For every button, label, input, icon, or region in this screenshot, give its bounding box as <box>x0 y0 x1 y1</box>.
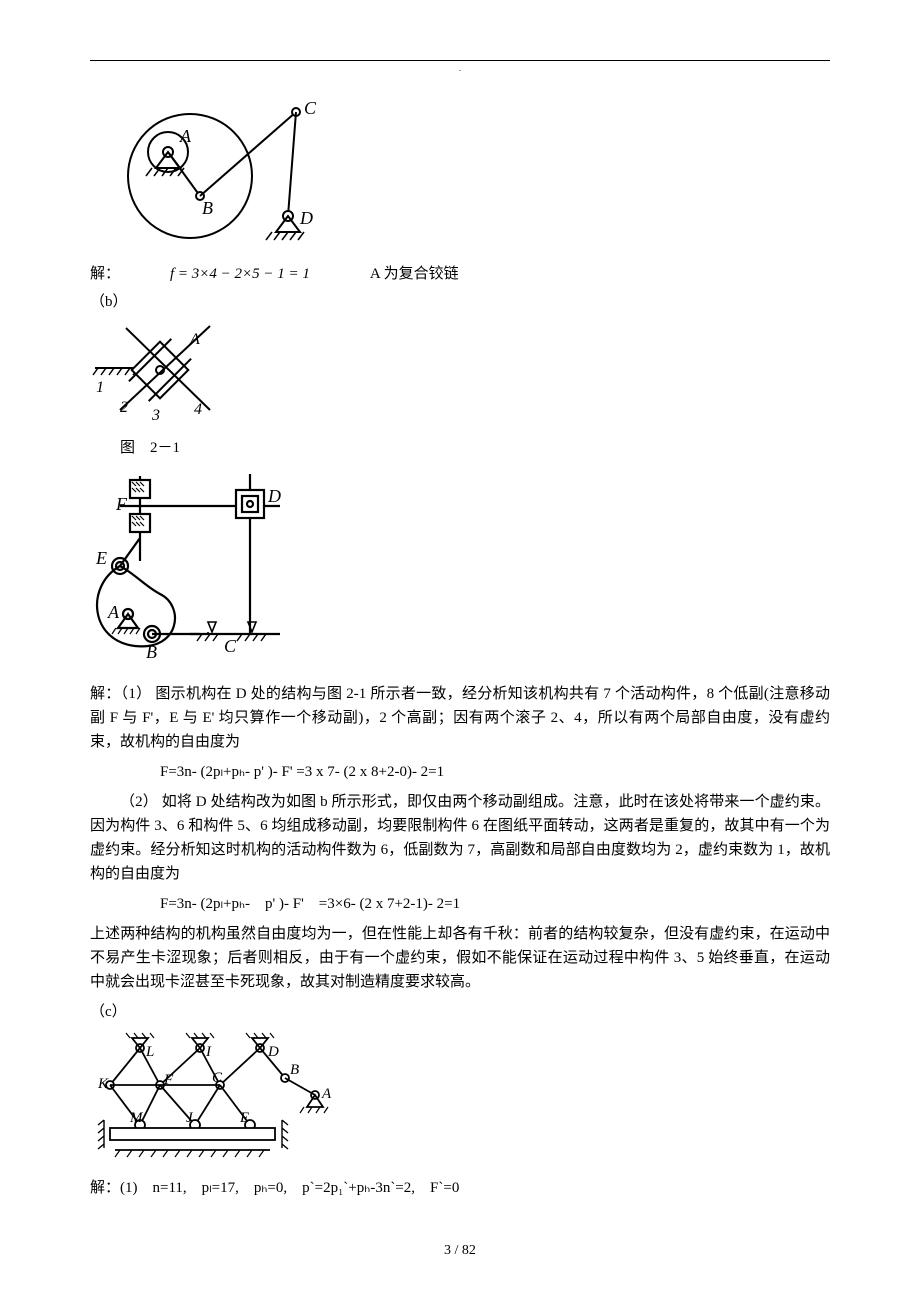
figBig-label-E: E <box>95 548 107 568</box>
para2: （2） 如将 D 处结构改为如图 b 所示形式，即仅由两个移动副组成。注意，此时… <box>90 790 830 886</box>
fig21-label-A: A <box>189 331 200 348</box>
figBig-label-F: F <box>115 494 128 514</box>
para2-text: 如将 D 处结构改为如图 b 所示形式，即仅由两个移动副组成。注意，此时在该处将… <box>90 794 830 882</box>
figC-F: F <box>163 1072 174 1088</box>
figure-big: F E A B C D <box>90 466 830 676</box>
figC-E: E <box>239 1110 249 1126</box>
para1-text: 图示机构在 D 处的结构与图 2-1 所示者一致，经分析知该机构共有 7 个活动… <box>90 686 830 750</box>
solution-a-label: 解： <box>90 262 140 286</box>
fig21-label-4: 4 <box>194 401 202 418</box>
para1: 解：（1） 图示机构在 D 处的结构与图 2-1 所示者一致，经分析知该机构共有… <box>90 682 830 754</box>
figBig-label-A: A <box>107 602 120 622</box>
fig21-label-2: 2 <box>120 399 128 416</box>
figure-2-1: A 1 2 3 4 <box>90 320 830 430</box>
figA-label-C: C <box>304 98 317 118</box>
figC-L: L <box>145 1044 154 1060</box>
figC-D: D <box>267 1044 279 1060</box>
para2-lead: （2） <box>120 794 158 810</box>
label-b: （b） <box>90 290 830 314</box>
figA-label-B: B <box>202 198 213 218</box>
figBig-label-C: C <box>224 636 237 656</box>
solution-a-note: A 为复合铰链 <box>370 262 459 286</box>
fig21-label-1: 1 <box>96 379 104 396</box>
formula2: F=3n- (2pₗ+pₕ- p' )- F' =3×6- (2 x 7+2-1… <box>160 892 830 916</box>
figBig-label-B: B <box>146 642 157 662</box>
figure-c: L I D K F C B A M J E <box>90 1030 830 1170</box>
figA-label-A: A <box>179 126 192 146</box>
figC-I: I <box>205 1044 212 1060</box>
label-c: （c） <box>90 1000 830 1024</box>
formula1: F=3n- (2pₗ+pₕ- p' )- F' =3 x 7- (2 x 8+2… <box>160 760 830 784</box>
figC-K: K <box>97 1076 109 1092</box>
figC-C: C <box>212 1070 223 1086</box>
fig21-label-3: 3 <box>151 407 160 424</box>
figA-label-D: D <box>299 208 313 228</box>
solution-a-formula: f = 3×4 − 2×5 − 1 = 1 <box>170 262 310 286</box>
fig21-caption: 图 2－1 <box>120 436 830 460</box>
header-dot: . <box>90 63 830 76</box>
page-footer: 3 / 82 <box>90 1240 830 1262</box>
figC-A: A <box>321 1086 332 1102</box>
page-rule <box>90 60 830 61</box>
figC-B: B <box>290 1062 299 1078</box>
figure-a: A B C D <box>90 96 830 256</box>
para3: 上述两种结构的机构虽然自由度均为一，但在性能上却各有千秋：前者的结构较复杂，但没… <box>90 922 830 994</box>
solution-c: 解：(1) n=11, pₗ=17, pₕ=0, p`=2p₁`+pₕ-3n`=… <box>90 1176 830 1200</box>
para1-lead: 解：（1） <box>90 686 151 702</box>
figBig-label-D: D <box>267 486 281 506</box>
solution-a-row: 解： f = 3×4 − 2×5 − 1 = 1 A 为复合铰链 <box>90 262 830 286</box>
figC-M: M <box>129 1110 144 1126</box>
